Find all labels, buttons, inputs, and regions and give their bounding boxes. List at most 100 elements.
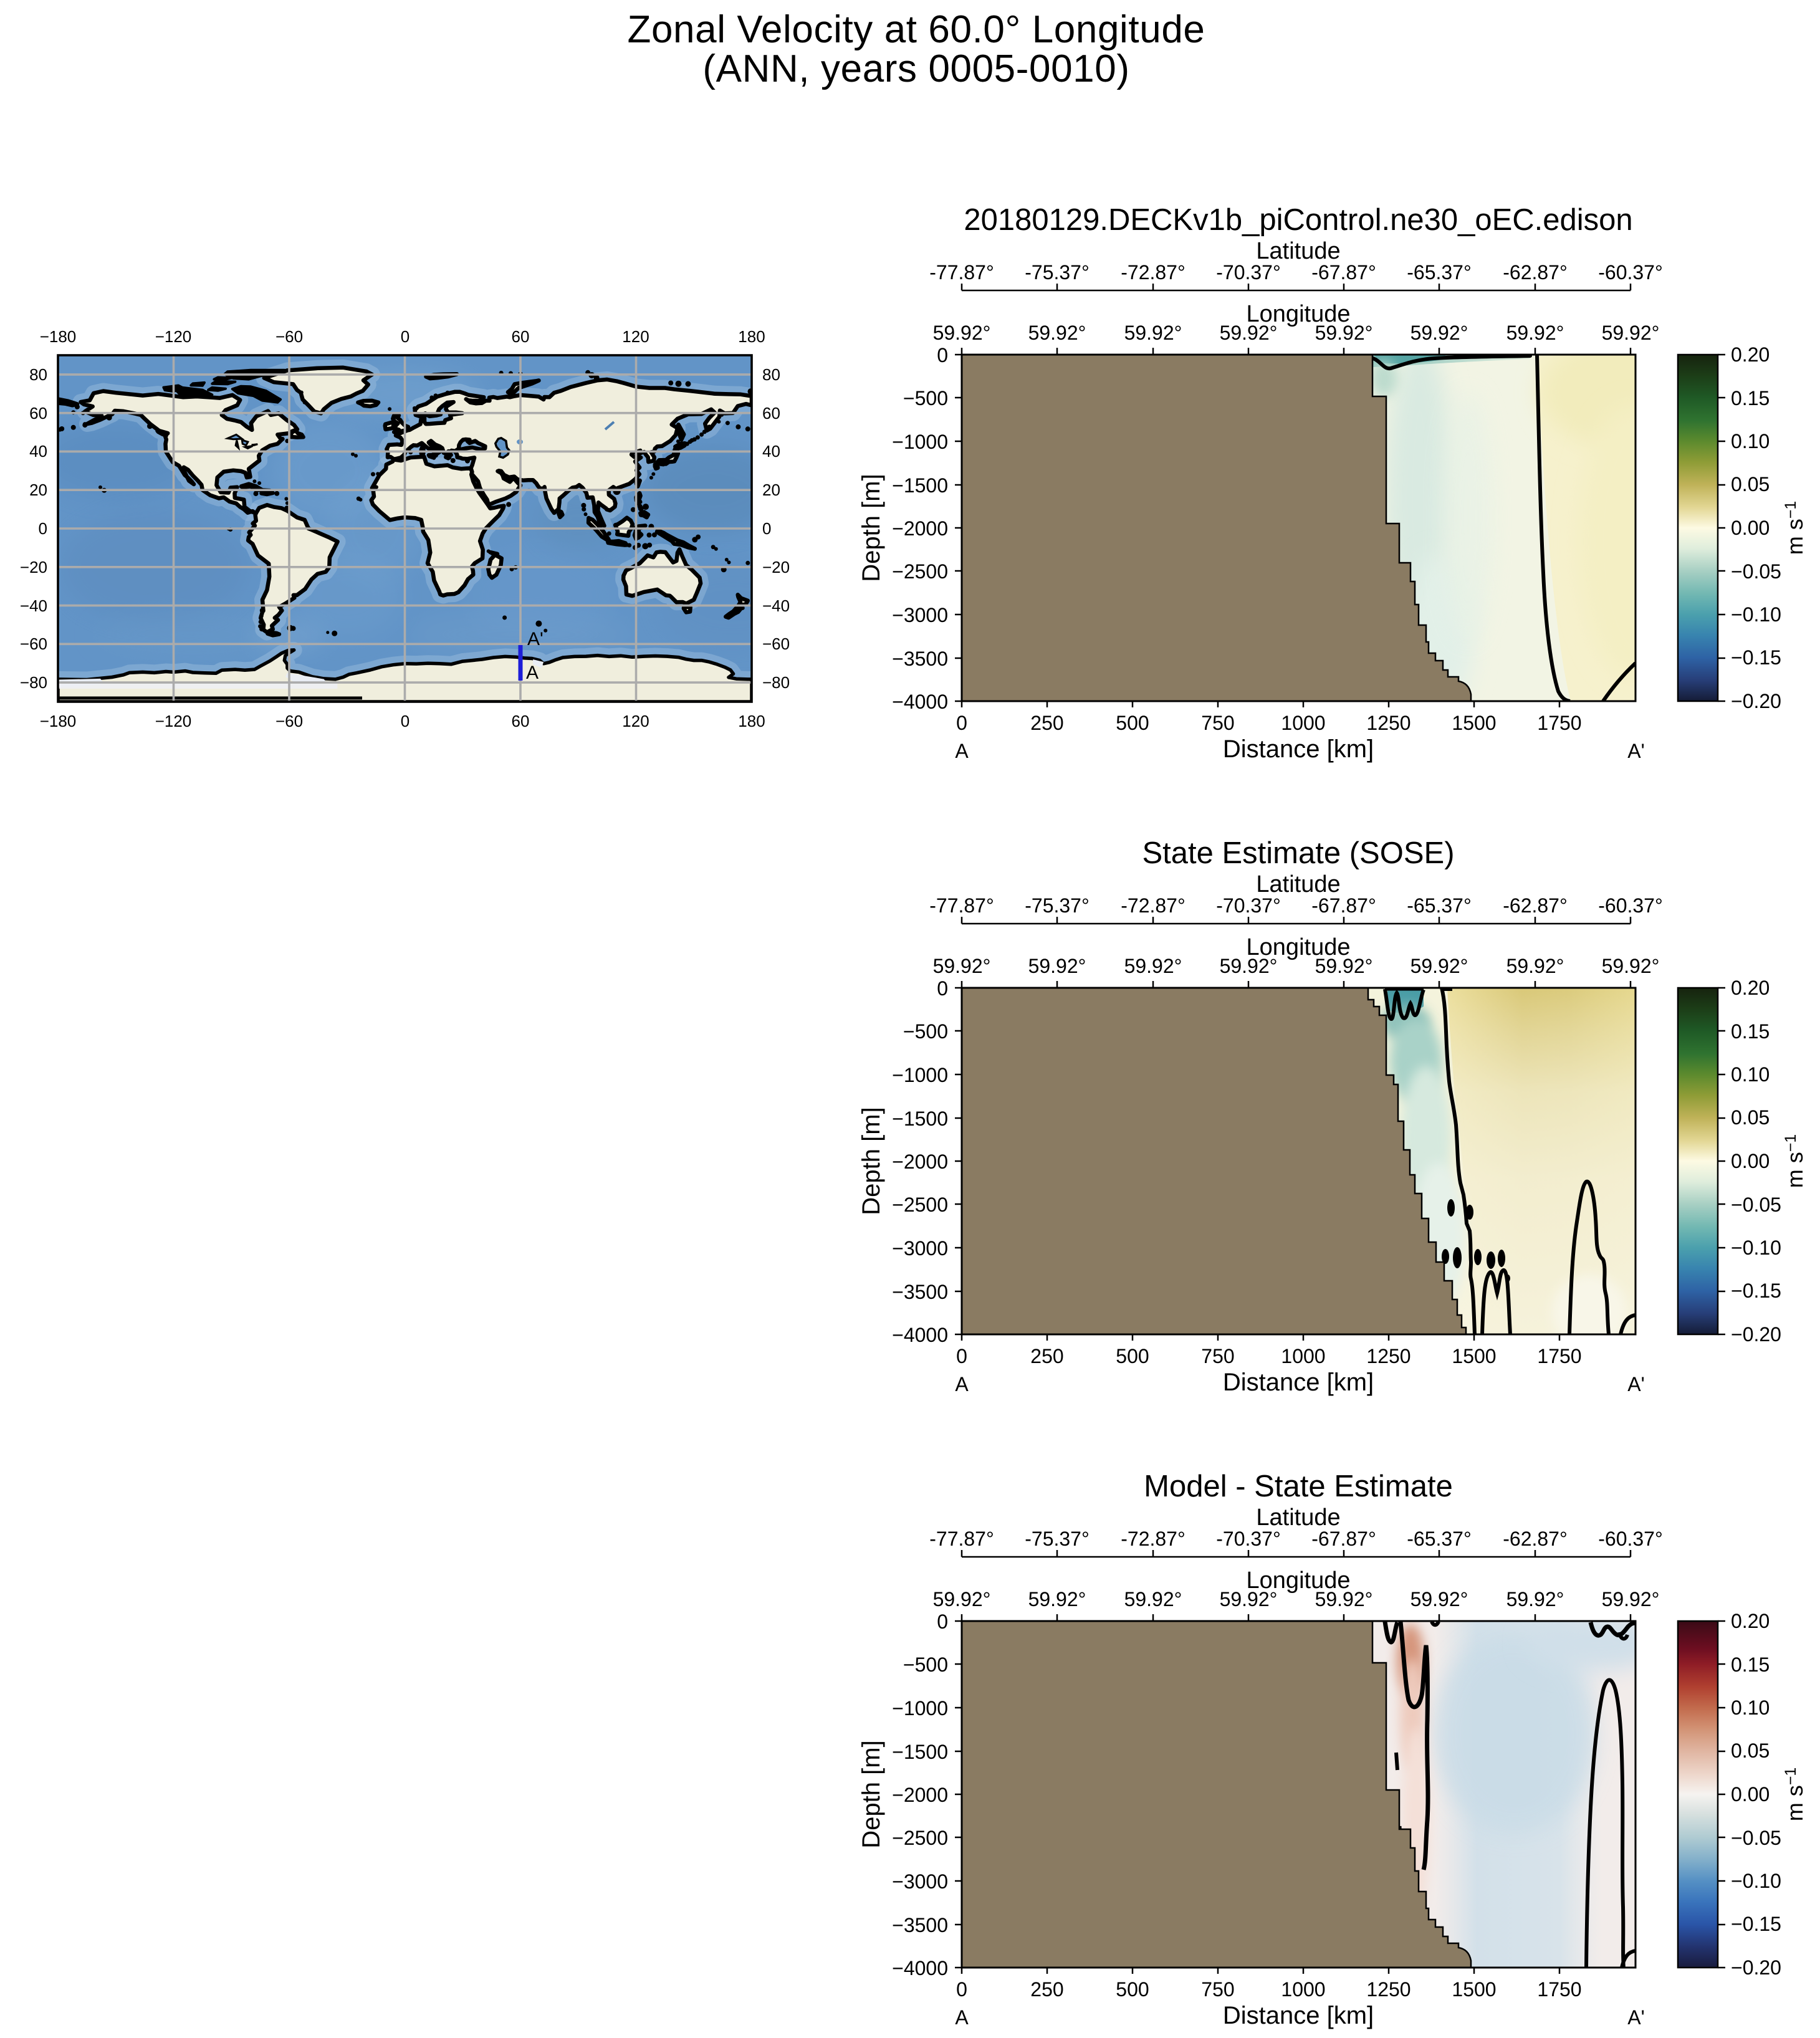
svg-text:0: 0 [956,712,967,734]
svg-text:59.92°: 59.92° [1410,322,1468,344]
svg-text:Zonal Velocity at 60.0° Longit: Zonal Velocity at 60.0° Longitude [627,8,1205,51]
svg-text:-65.37°: -65.37° [1407,261,1472,284]
svg-text:0: 0 [937,344,948,366]
svg-text:59.92°: 59.92° [933,1588,991,1610]
svg-text:−40: −40 [762,596,790,615]
svg-text:60: 60 [29,404,47,423]
svg-text:−60: −60 [762,634,790,653]
svg-text:1250: 1250 [1366,712,1410,734]
svg-text:Longitude: Longitude [1247,301,1351,327]
svg-text:59.92°: 59.92° [1220,1588,1278,1610]
svg-text:0.00: 0.00 [1731,1783,1770,1806]
svg-text:1750: 1750 [1537,1345,1581,1367]
svg-text:Model - State Estimate: Model - State Estimate [1144,1470,1453,1503]
svg-text:0.05: 0.05 [1731,1106,1770,1129]
svg-text:A': A' [527,629,544,649]
svg-text:0.00: 0.00 [1731,1150,1770,1172]
svg-text:80: 80 [762,365,780,384]
svg-text:59.92°: 59.92° [1410,1588,1468,1610]
svg-text:1500: 1500 [1452,1978,1496,2001]
svg-text:A: A [955,1373,969,1395]
svg-text:0: 0 [956,1978,967,2001]
svg-text:A: A [955,2006,969,2029]
svg-text:−180: −180 [40,712,77,730]
svg-text:0: 0 [401,327,410,346]
svg-text:−0.15: −0.15 [1731,1913,1781,1935]
svg-text:59.92°: 59.92° [1506,1588,1564,1610]
svg-text:-72.87°: -72.87° [1121,1528,1185,1550]
svg-text:0.20: 0.20 [1731,977,1770,999]
svg-text:500: 500 [1116,1978,1149,2001]
svg-text:80: 80 [29,365,47,384]
svg-text:-75.37°: -75.37° [1025,261,1090,284]
svg-text:-62.87°: -62.87° [1503,894,1568,917]
svg-text:59.92°: 59.92° [1602,322,1660,344]
svg-text:A': A' [1627,2006,1644,2029]
svg-text:1750: 1750 [1537,1978,1581,2001]
svg-text:−500: −500 [903,1653,948,1676]
svg-text:20: 20 [29,481,47,499]
svg-text:500: 500 [1116,1345,1149,1367]
svg-text:-67.87°: -67.87° [1311,1528,1376,1550]
svg-text:1000: 1000 [1281,1978,1325,2001]
svg-text:-72.87°: -72.87° [1121,261,1185,284]
svg-text:−0.05: −0.05 [1731,1827,1781,1849]
svg-text:0.15: 0.15 [1731,387,1770,409]
svg-text:1000: 1000 [1281,1345,1325,1367]
svg-text:1250: 1250 [1366,1345,1410,1367]
svg-text:(ANN, years 0005-0010): (ANN, years 0005-0010) [702,47,1129,90]
svg-text:−2000: −2000 [892,1784,948,1806]
svg-text:-77.87°: -77.87° [929,894,994,917]
svg-text:0.05: 0.05 [1731,1739,1770,1762]
svg-text:Depth [m]: Depth [m] [858,474,885,581]
svg-text:0: 0 [401,712,410,730]
svg-text:Distance [km]: Distance [km] [1223,2002,1374,2029]
svg-text:−120: −120 [155,327,192,346]
svg-text:−0.05: −0.05 [1731,1194,1781,1216]
svg-text:59.92°: 59.92° [1124,322,1182,344]
svg-text:60: 60 [512,327,530,346]
svg-text:59.92°: 59.92° [1315,322,1373,344]
svg-text:−1500: −1500 [892,1741,948,1763]
svg-text:40: 40 [29,442,47,461]
svg-text:−4000: −4000 [892,691,948,713]
svg-text:−0.10: −0.10 [1731,1870,1781,1892]
svg-text:59.92°: 59.92° [1124,1588,1182,1610]
svg-text:40: 40 [762,442,780,461]
svg-text:59.92°: 59.92° [933,322,991,344]
svg-text:−1000: −1000 [892,431,948,453]
svg-text:59.92°: 59.92° [1028,955,1086,977]
svg-text:-75.37°: -75.37° [1025,1528,1090,1550]
svg-text:Longitude: Longitude [1247,934,1351,960]
svg-text:-60.37°: -60.37° [1598,894,1663,917]
svg-text:0: 0 [937,977,948,1000]
svg-text:−0.20: −0.20 [1731,690,1781,712]
svg-text:180: 180 [738,712,765,730]
svg-text:59.92°: 59.92° [1124,955,1182,977]
svg-text:−40: −40 [20,596,47,615]
svg-text:−20: −20 [20,558,47,576]
svg-text:A': A' [1627,740,1644,762]
svg-text:60: 60 [512,712,530,730]
svg-text:0.20: 0.20 [1731,1610,1770,1632]
svg-text:180: 180 [738,327,765,346]
svg-text:750: 750 [1201,1978,1234,2001]
svg-text:−2500: −2500 [892,1827,948,1849]
svg-text:−1500: −1500 [892,1108,948,1130]
svg-text:Latitude: Latitude [1256,1505,1340,1531]
svg-text:-67.87°: -67.87° [1311,261,1376,284]
svg-text:-65.37°: -65.37° [1407,1528,1472,1550]
svg-text:1250: 1250 [1366,1978,1410,2001]
svg-text:250: 250 [1030,1978,1063,2001]
svg-text:−3500: −3500 [892,1914,948,1936]
svg-text:59.92°: 59.92° [1602,1588,1660,1610]
svg-text:−3500: −3500 [892,1281,948,1303]
svg-text:−0.10: −0.10 [1731,1237,1781,1259]
svg-text:A: A [526,663,539,683]
svg-text:59.92°: 59.92° [1220,322,1278,344]
svg-text:-70.37°: -70.37° [1216,1528,1281,1550]
svg-text:1500: 1500 [1452,712,1496,734]
svg-text:−3000: −3000 [892,1237,948,1260]
svg-text:Distance [km]: Distance [km] [1223,735,1374,763]
svg-text:−0.20: −0.20 [1731,1323,1781,1346]
